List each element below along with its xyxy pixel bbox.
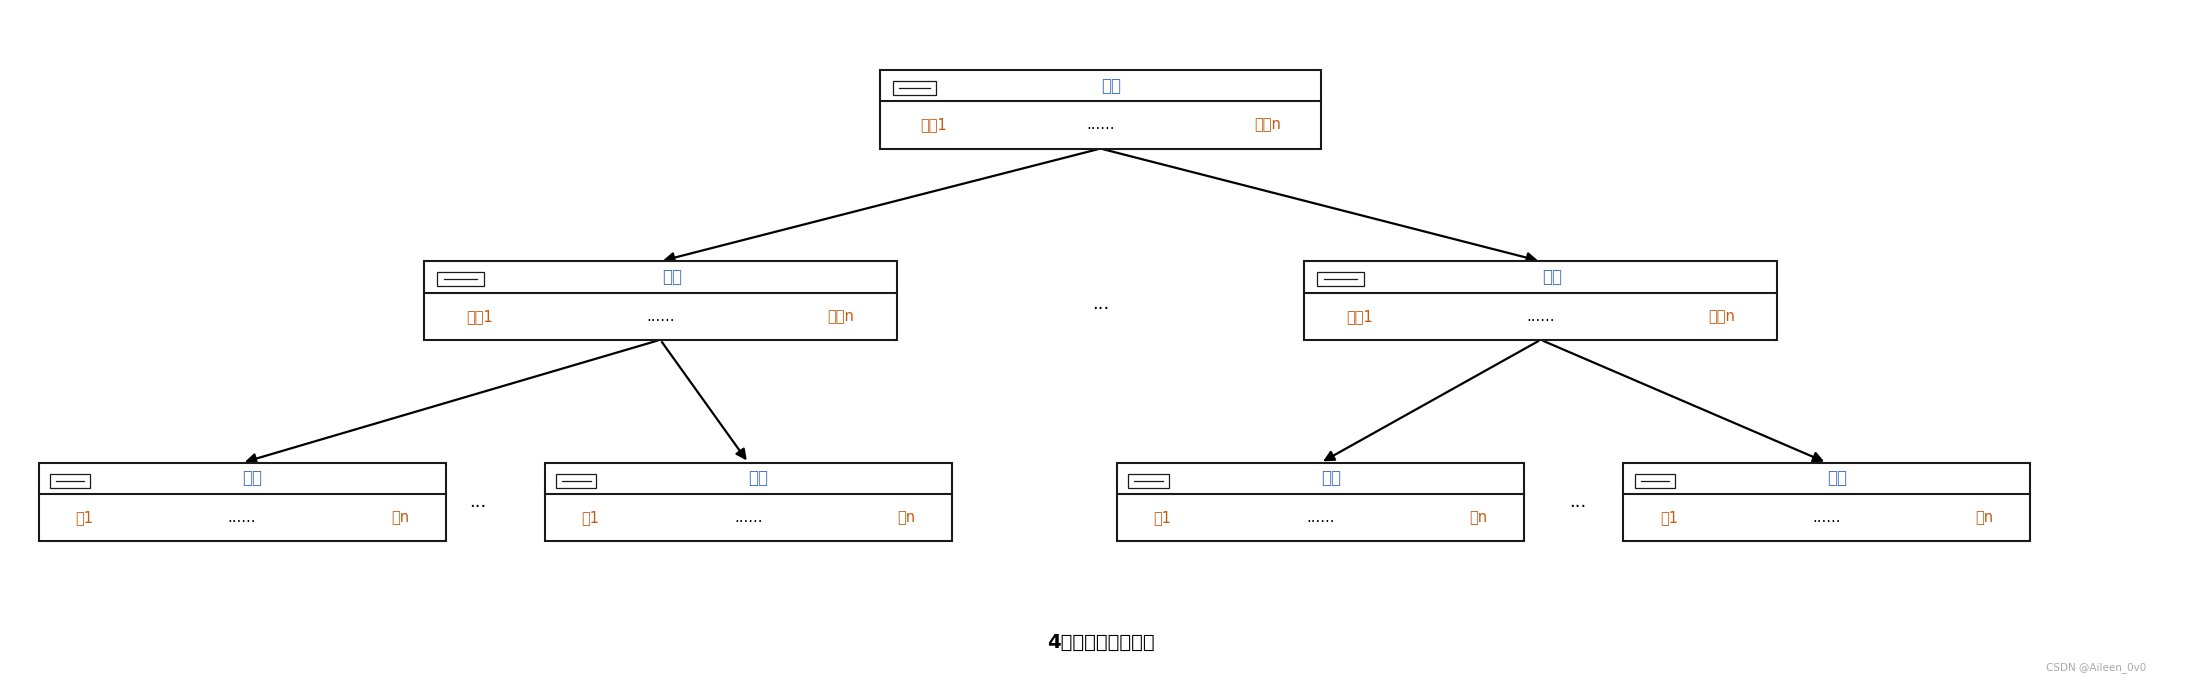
Bar bbox=[880, 70, 1321, 149]
Text: 4层树状数据结构图: 4层树状数据结构图 bbox=[1048, 632, 1153, 652]
Text: 部件n: 部件n bbox=[1255, 117, 1281, 133]
Text: ......: ...... bbox=[735, 510, 762, 525]
Bar bbox=[423, 261, 896, 339]
Text: 曲线: 曲线 bbox=[1321, 469, 1340, 488]
Text: 点1: 点1 bbox=[1660, 510, 1677, 525]
Bar bbox=[438, 273, 484, 286]
Bar bbox=[546, 463, 951, 541]
Text: 点n: 点n bbox=[898, 510, 916, 525]
Text: 部件1: 部件1 bbox=[920, 117, 946, 133]
Bar bbox=[40, 463, 445, 541]
Text: 曲线1: 曲线1 bbox=[467, 309, 493, 324]
Text: 点n: 点n bbox=[392, 510, 409, 525]
Text: 曲线n: 曲线n bbox=[828, 309, 854, 324]
Bar bbox=[1635, 474, 1675, 488]
Text: 曲线n: 曲线n bbox=[1708, 309, 1734, 324]
Text: ......: ...... bbox=[1307, 510, 1334, 525]
Text: 部件: 部件 bbox=[1543, 268, 1563, 286]
Text: 部件: 部件 bbox=[663, 268, 682, 286]
Text: 款式: 款式 bbox=[1100, 76, 1123, 95]
Bar bbox=[51, 474, 90, 488]
Text: ...: ... bbox=[1569, 493, 1587, 511]
Text: ......: ...... bbox=[1087, 117, 1114, 133]
Text: 点n: 点n bbox=[1976, 510, 1994, 525]
Text: ......: ...... bbox=[647, 309, 674, 324]
Bar bbox=[1303, 261, 1776, 339]
Text: ......: ...... bbox=[1814, 510, 1840, 525]
Text: 点1: 点1 bbox=[75, 510, 92, 525]
Text: 点n: 点n bbox=[1470, 510, 1488, 525]
Bar bbox=[1622, 463, 2029, 541]
Text: 曲线: 曲线 bbox=[242, 469, 262, 488]
Text: ......: ...... bbox=[1527, 309, 1554, 324]
Bar bbox=[557, 474, 596, 488]
Text: 点1: 点1 bbox=[1153, 510, 1171, 525]
Text: CSDN @Aileen_0v0: CSDN @Aileen_0v0 bbox=[2045, 662, 2146, 673]
Bar bbox=[1129, 474, 1169, 488]
Bar bbox=[1116, 463, 1523, 541]
Text: ...: ... bbox=[1092, 295, 1109, 313]
Text: 曲线: 曲线 bbox=[1827, 469, 1847, 488]
Text: 曲线: 曲线 bbox=[748, 469, 768, 488]
Text: ......: ...... bbox=[229, 510, 255, 525]
Bar bbox=[1318, 273, 1365, 286]
Text: 曲线1: 曲线1 bbox=[1347, 309, 1373, 324]
Text: ...: ... bbox=[469, 493, 486, 511]
Bar bbox=[894, 81, 935, 95]
Text: 点1: 点1 bbox=[581, 510, 599, 525]
